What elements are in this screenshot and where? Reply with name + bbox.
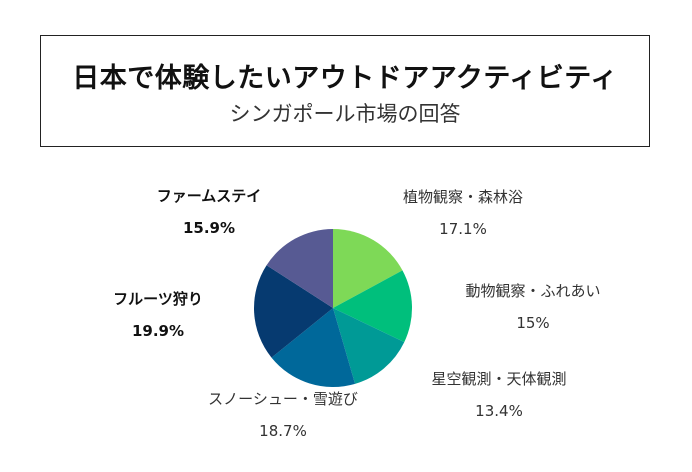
- label-farmstay-name: ファームステイ: [156, 187, 262, 205]
- label-plant-observation-value: 17.1%: [439, 220, 487, 238]
- pie-slice-2: [333, 308, 405, 384]
- chart-title: 日本で体験したいアウトドアアクティビティ: [72, 63, 618, 94]
- pie-slice-4: [254, 265, 333, 358]
- pie-slice-0: [333, 229, 403, 308]
- label-snowshoe-name: スノーシュー・雪遊び: [208, 390, 358, 408]
- pie-slice-3: [271, 308, 356, 387]
- title-box: 日本で体験したいアウトドアアクティビティ シンガポール市場の回答: [40, 35, 650, 147]
- label-animal-observation: 動物観察・ふれあい 15%: [448, 275, 618, 339]
- label-stargazing: 星空観測・天体観測 13.4%: [414, 363, 584, 427]
- label-snowshoe: スノーシュー・雪遊び 18.7%: [191, 383, 375, 447]
- label-animal-observation-name: 動物観察・ふれあい: [465, 282, 601, 300]
- label-fruit-picking-name: フルーツ狩り: [113, 290, 203, 308]
- label-farmstay-value: 15.9%: [182, 219, 236, 237]
- label-snowshoe-value: 18.7%: [259, 422, 307, 440]
- label-stargazing-value: 13.4%: [475, 402, 523, 420]
- label-plant-observation-name: 植物観察・森林浴: [402, 188, 523, 206]
- pie-slice-5: [266, 229, 333, 308]
- label-fruit-picking-value: 19.9%: [131, 322, 185, 340]
- label-plant-observation: 植物観察・森林浴 17.1%: [388, 181, 538, 245]
- label-fruit-picking: フルーツ狩り 19.9%: [98, 283, 218, 347]
- chart-subtitle: シンガポール市場の回答: [229, 102, 461, 126]
- pie-slice-1: [333, 270, 413, 343]
- label-stargazing-name: 星空観測・天体観測: [431, 370, 567, 388]
- label-animal-observation-value: 15%: [516, 314, 550, 332]
- label-farmstay: ファームステイ 15.9%: [139, 180, 279, 244]
